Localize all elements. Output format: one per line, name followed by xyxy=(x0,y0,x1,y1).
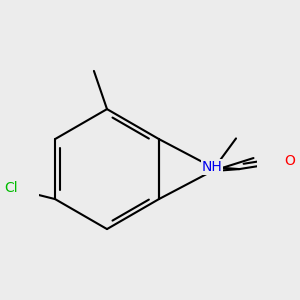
Text: O: O xyxy=(284,154,295,168)
Text: Cl: Cl xyxy=(4,181,18,195)
Text: NH: NH xyxy=(202,160,222,174)
